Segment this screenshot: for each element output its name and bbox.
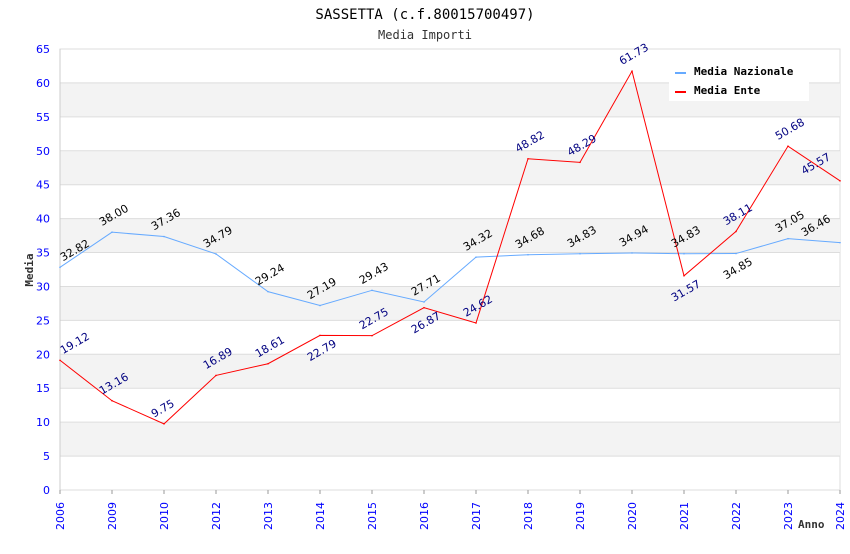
data-point (215, 253, 217, 255)
data-point (839, 241, 841, 244)
y-tick-label: 65 (36, 43, 50, 56)
data-point (423, 301, 425, 303)
grid-band (60, 286, 840, 321)
data-point (683, 252, 685, 255)
x-tick-label: 2009 (106, 502, 119, 530)
x-axis-label: Anno (798, 518, 825, 531)
data-point (59, 359, 61, 362)
data-point (111, 231, 113, 233)
y-tick-label: 60 (36, 77, 50, 90)
legend-label-ente: Media Ente (694, 84, 761, 97)
data-point (267, 290, 269, 293)
data-point (527, 253, 529, 256)
data-point (475, 322, 477, 324)
y-tick-label: 35 (36, 247, 50, 260)
data-point (267, 362, 269, 365)
data-point (475, 256, 477, 258)
y-tick-label: 40 (36, 213, 50, 226)
data-point (787, 145, 789, 147)
data-point (215, 374, 217, 377)
x-tick-label: 2019 (574, 502, 587, 530)
y-axis-label: Media (23, 253, 36, 286)
legend: Media Nazionale Media Ente (669, 61, 809, 101)
grid-band (60, 150, 840, 185)
data-point (787, 237, 789, 240)
x-tick-label: 2024 (834, 502, 847, 530)
chart-title: SASSETTA (c.f.80015700497) (315, 7, 534, 23)
y-tick-label: 30 (36, 280, 50, 293)
chart-subtitle: Media Importi (378, 28, 472, 42)
x-tick-label: 2023 (782, 502, 795, 530)
data-point (423, 306, 425, 309)
y-tick-label: 20 (36, 348, 50, 361)
data-point (735, 252, 737, 255)
data-point (579, 252, 581, 255)
y-tick-label: 45 (36, 179, 50, 192)
grid-band (60, 354, 840, 389)
x-tick-label: 2016 (418, 502, 431, 530)
data-point (631, 70, 633, 72)
data-point (579, 161, 581, 164)
x-tick-label: 2010 (158, 502, 171, 530)
y-tick-label: 10 (36, 416, 50, 429)
x-tick-label: 2020 (626, 502, 639, 530)
data-point (163, 423, 165, 425)
y-tick-label: 0 (43, 484, 50, 497)
x-tick-label: 2017 (470, 502, 483, 530)
data-point (319, 304, 321, 307)
x-tick-label: 2022 (730, 502, 743, 530)
grid-band (60, 422, 840, 457)
data-point (163, 235, 165, 238)
y-tick-label: 5 (43, 450, 50, 463)
data-point (111, 399, 113, 402)
x-tick-label: 2013 (262, 502, 275, 530)
data-point (59, 266, 61, 269)
data-point (527, 157, 529, 160)
y-tick-label: 25 (36, 314, 50, 327)
data-point (371, 289, 373, 292)
legend-label-nazionale: Media Nazionale (694, 65, 794, 78)
y-tick-label: 50 (36, 145, 50, 158)
data-point (683, 275, 685, 277)
data-point (735, 230, 737, 233)
series-line-ente (59, 69, 841, 425)
x-tick-label: 2015 (366, 502, 379, 530)
x-tick-label: 2021 (678, 502, 691, 530)
x-tick-label: 2018 (522, 502, 535, 530)
data-point (839, 180, 841, 182)
y-tick-label: 55 (36, 111, 50, 124)
data-point (319, 334, 321, 337)
x-tick-label: 2014 (314, 502, 327, 530)
grid-band (60, 218, 840, 253)
x-tick-label: 2006 (54, 502, 67, 530)
data-point (631, 252, 633, 254)
x-tick-label: 2012 (210, 502, 223, 530)
data-point (371, 334, 373, 337)
y-tick-label: 15 (36, 382, 50, 395)
plot-area (59, 48, 841, 491)
